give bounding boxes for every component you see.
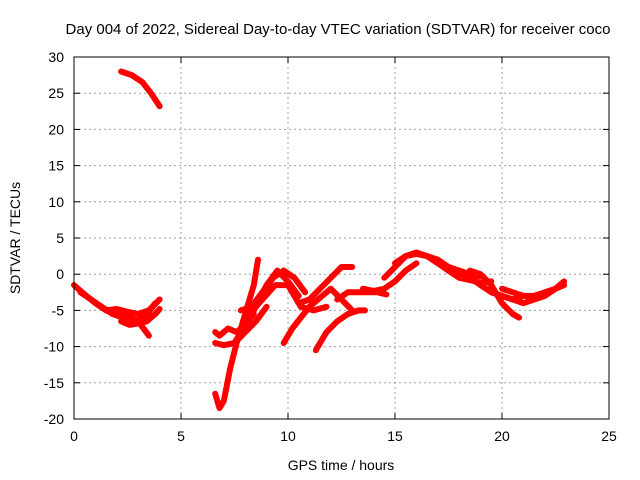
- y-tick-label: -10: [44, 339, 64, 355]
- y-tick-label: 0: [56, 266, 64, 282]
- x-tick-label: 20: [494, 428, 510, 444]
- x-tick-label: 0: [70, 428, 78, 444]
- y-axis-ticks: -20 -15 -10 -5 0 5 10 15 20 25 30: [44, 49, 609, 427]
- series-line-track-10: [237, 267, 309, 314]
- y-tick-label: 30: [48, 49, 64, 65]
- series-line-track-13: [295, 264, 356, 307]
- x-axis-ticks: 0 5 10 15 20 25: [70, 57, 617, 444]
- series-line-track-5: [118, 68, 163, 110]
- y-tick-label: 20: [48, 121, 64, 137]
- series-line-track-4: [118, 306, 163, 328]
- x-tick-label: 10: [280, 428, 296, 444]
- x-tick-label: 25: [601, 428, 617, 444]
- series-line-track-2: [77, 289, 159, 325]
- series-line-track-22: [499, 282, 568, 299]
- chart-title: Day 004 of 2022, Sidereal Day-to-day VTE…: [66, 21, 611, 38]
- y-tick-label: -5: [52, 302, 65, 318]
- y-tick-label: 5: [56, 230, 64, 246]
- y-tick-label: -20: [44, 411, 64, 427]
- y-axis-label: SDTVAR / TECUs: [7, 182, 23, 294]
- series-line-track-3: [103, 296, 163, 317]
- y-tick-label: 10: [48, 194, 64, 210]
- series-line-track-14: [312, 307, 368, 354]
- y-tick-label: -15: [44, 375, 64, 391]
- series-line-track-11: [246, 282, 330, 317]
- data-series: [71, 68, 568, 412]
- grid: [74, 57, 609, 419]
- x-tick-label: 15: [387, 428, 403, 444]
- y-tick-label: 25: [48, 85, 64, 101]
- x-axis-label: GPS time / hours: [288, 457, 395, 473]
- y-tick-label: 15: [48, 158, 64, 174]
- series-line-track-8: [212, 256, 261, 412]
- series-line-track-16: [359, 260, 420, 294]
- x-tick-label: 5: [177, 428, 185, 444]
